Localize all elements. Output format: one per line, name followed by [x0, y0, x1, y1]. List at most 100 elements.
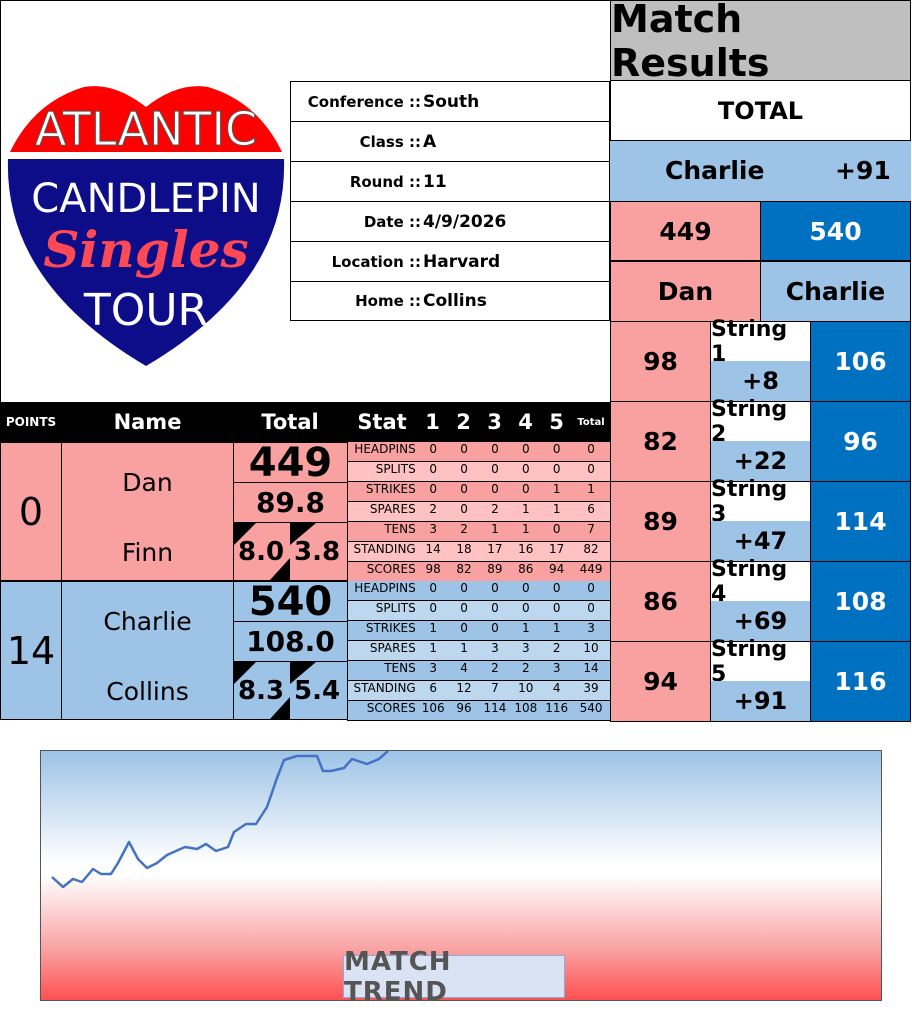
stat-cell: 0: [491, 581, 499, 595]
team-points: 0: [0, 442, 62, 581]
string-label: String 3: [710, 477, 811, 527]
info-value: 11: [423, 171, 447, 192]
stat-label: SCORES: [366, 562, 416, 576]
stat-cell: 14: [583, 661, 599, 675]
stat-cell: 1: [552, 502, 561, 516]
stat-cell: 2: [429, 502, 437, 516]
stat-cell: 0: [491, 621, 499, 635]
match-trend-chart: MATCH TREND: [40, 750, 882, 1007]
stat-cell: 39: [583, 681, 599, 695]
stat-cell: 0: [460, 462, 468, 476]
string-left-score: 86: [610, 561, 711, 642]
stat-cell: 0: [460, 621, 468, 635]
string-label: String 4: [710, 557, 811, 607]
stat-cell: 82: [583, 542, 599, 556]
team-average: 89.8: [233, 482, 348, 523]
stat-cell: 4: [552, 681, 561, 695]
stat-cell: 0: [552, 601, 561, 615]
stats-header: POINTS Name Total Stat 1 2 3 4 5 Total: [0, 402, 611, 442]
stat-cell: 98: [425, 562, 441, 576]
stat-cell: 0: [491, 482, 499, 496]
stat-cell: 1: [429, 621, 437, 635]
stat-label: HEADPINS: [354, 581, 416, 595]
stat-row-splits: SPLITS 0 0 0 0 0 0: [347, 462, 610, 482]
info-value: Harvard: [423, 251, 501, 272]
trend-line: [51, 751, 389, 889]
stat-cell: 1: [587, 482, 595, 496]
info-value: A: [423, 131, 437, 152]
stat-row-spares: SPARES 2 0 2 1 1 6: [347, 502, 610, 522]
stat-cell: 106: [421, 701, 445, 715]
stat-row-standing: STANDING 6 12 7 10 4 39: [347, 681, 610, 701]
stat-cell: 0: [587, 462, 595, 476]
header-col-total: Total: [577, 416, 605, 428]
stat-cell: 0: [552, 462, 561, 476]
stat-cell: 2: [521, 661, 530, 675]
header-total: Total: [261, 410, 319, 434]
player-name: Dan: [122, 468, 173, 497]
stat-row-strikes: STRIKES 0 0 0 0 1 1: [347, 482, 610, 502]
stat-cell: 3: [587, 621, 595, 635]
stat-cell: 1: [552, 621, 561, 635]
logo-singles: Singles: [43, 220, 248, 279]
stat-cell: 6: [587, 502, 595, 516]
stat-cell: 0: [491, 462, 499, 476]
leader-margin: +91: [835, 156, 891, 185]
stat-cell: 0: [460, 601, 468, 615]
total-right: 540: [760, 201, 911, 261]
stat-cell: 2: [491, 502, 499, 516]
stat-b: 5.4: [294, 676, 341, 706]
team-total: 540: [233, 579, 348, 625]
team-points: 14: [0, 581, 62, 720]
stat-cell: 0: [429, 462, 437, 476]
stat-cell: 0: [521, 482, 530, 496]
stat-label: TENS: [384, 522, 416, 536]
sheet-frame: [0, 0, 611, 402]
total-left: 449: [610, 201, 761, 261]
stat-row-spares: SPARES 1 1 3 3 2 10: [347, 641, 610, 661]
stat-label: SPLITS: [375, 601, 416, 615]
info-value: Collins: [423, 291, 487, 311]
stat-cell: 3: [552, 661, 561, 675]
stat-cell: 89: [487, 562, 503, 576]
stat-cell: 10: [518, 681, 534, 695]
stat-cell: 0: [429, 601, 437, 615]
string-diff: +8: [710, 361, 811, 402]
stat-cell: 0: [552, 522, 561, 536]
name-right: Charlie: [760, 261, 911, 322]
match-results-title: Match Results: [610, 0, 911, 85]
info-label: Class ::: [359, 132, 421, 151]
stat-cell: 17: [487, 542, 503, 556]
match-leader: Charlie +91: [610, 141, 911, 201]
info-label: Location ::: [331, 252, 421, 271]
stat-cell: 1: [521, 621, 530, 635]
header-col-4: 4: [518, 410, 533, 434]
stat-cell: 0: [552, 581, 561, 595]
stat-cell: 96: [456, 701, 472, 715]
stat-cell: 14: [425, 542, 441, 556]
stat-cell: 1: [429, 641, 437, 655]
string-right-score: 114: [810, 481, 911, 562]
info-row-home: Home :: Collins: [290, 281, 610, 321]
stat-cell: 16: [518, 542, 534, 556]
stat-label: SCORES: [366, 701, 416, 715]
stat-label: TENS: [384, 661, 416, 675]
stat-cell: 2: [460, 522, 468, 536]
logo-tour: TOUR: [83, 285, 208, 336]
stat-label: SPARES: [369, 502, 416, 516]
info-value: 4/9/2026: [423, 211, 507, 232]
stat-label: SPLITS: [375, 462, 416, 476]
string-diff: +91: [710, 681, 811, 722]
stat-cell: 0: [429, 482, 437, 496]
string-right-score: 116: [810, 641, 911, 722]
logo-atlantic: ATLANTIC: [35, 102, 257, 156]
leader-name: Charlie: [665, 156, 765, 185]
stat-cell: 540: [579, 701, 603, 715]
stat-cell: 1: [552, 482, 561, 496]
stat-cell: 7: [587, 522, 595, 536]
stat-row-strikes: STRIKES 1 0 0 1 1 3: [347, 621, 610, 641]
stat-cell: 3: [429, 661, 437, 675]
stat-row-splits: SPLITS 0 0 0 0 0 0: [347, 601, 610, 621]
info-label: Date ::: [363, 212, 421, 231]
stat-cell: 0: [587, 601, 595, 615]
